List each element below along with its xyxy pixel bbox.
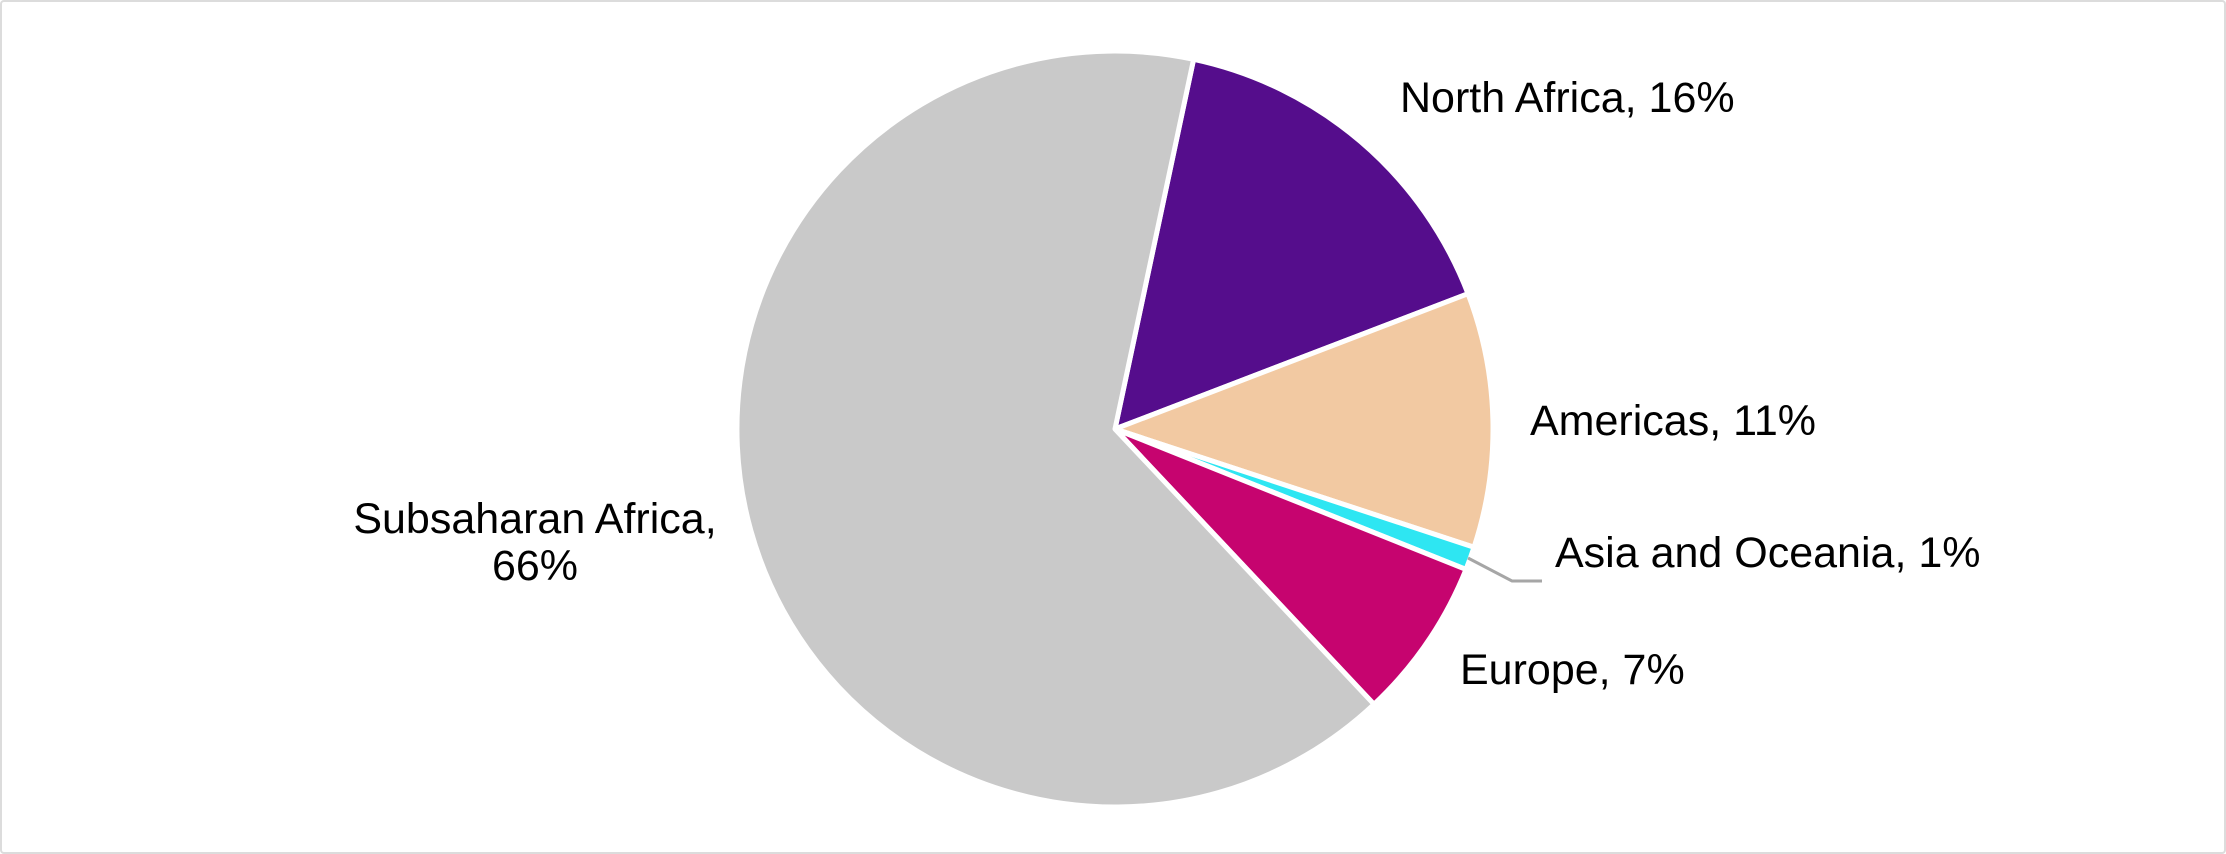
leader-line-asia-and-oceania [1467, 556, 1542, 583]
data-label-americas: Americas, 11% [1530, 397, 1816, 445]
data-label-asia-and-oceania: Asia and Oceania, 1% [1555, 529, 1981, 577]
data-label-europe: Europe, 7% [1460, 646, 1685, 694]
pie-slice-europe [1112, 426, 1469, 707]
pie-slice-subsaharan-africa [734, 48, 1377, 810]
data-label-subsaharan-africa: Subsaharan Africa, 66% [353, 495, 717, 590]
pie-slices-group [734, 48, 1496, 810]
data-label-north-africa: North Africa, 16% [1400, 74, 1735, 122]
pie-slice-north-africa [1112, 56, 1471, 432]
pie-slice-americas [1112, 291, 1496, 550]
